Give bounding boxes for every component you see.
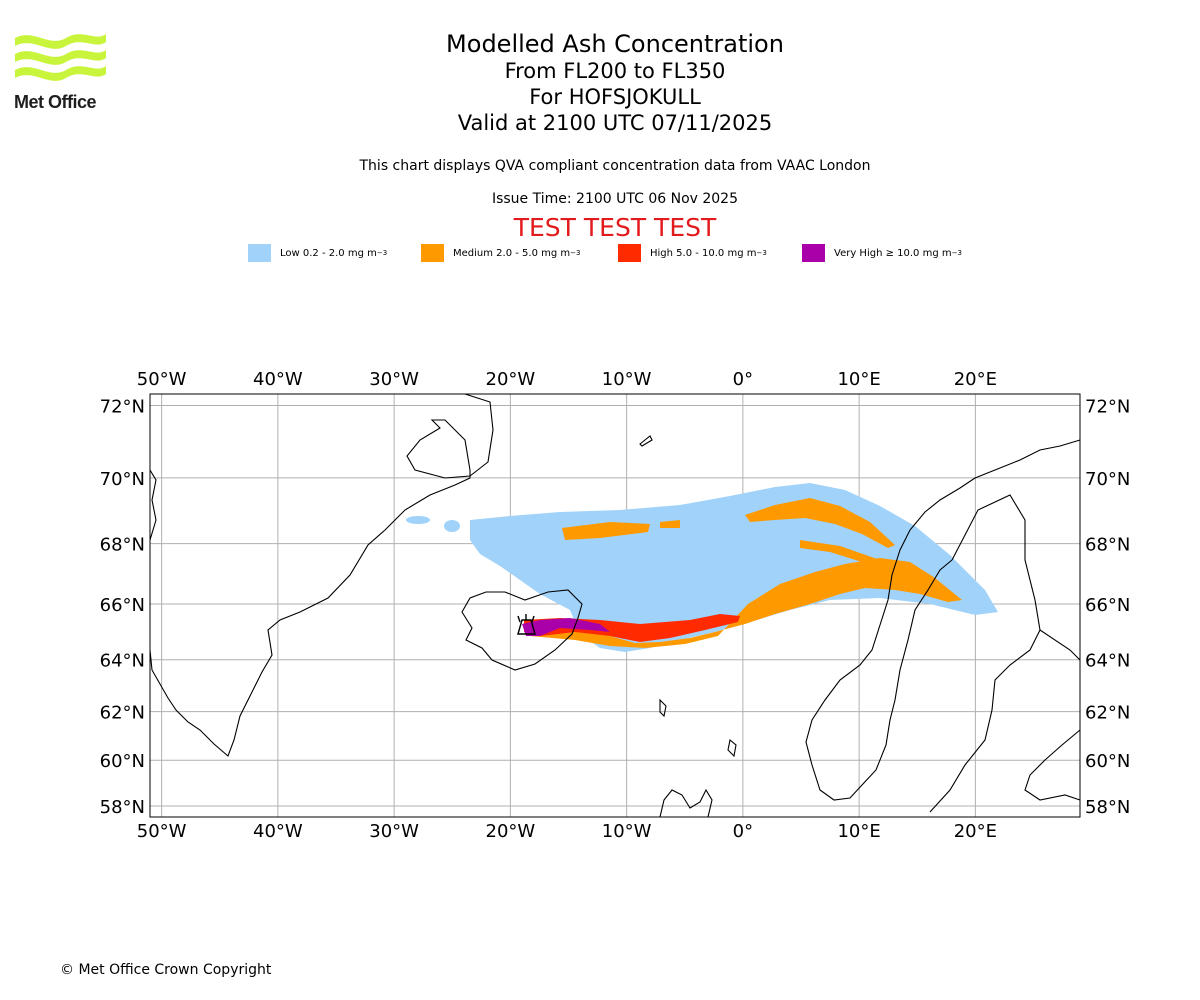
copyright-notice: © Met Office Crown Copyright — [60, 962, 272, 978]
legend-label-low: Low 0.2 - 2.0 mg m — [280, 247, 377, 259]
lon-tick-label-top: 40°W — [253, 369, 303, 390]
legend-item-very-high: Very High ≥ 10.0 mg m −3 — [802, 244, 962, 262]
lon-tick-label-top: 10°W — [602, 369, 652, 390]
lat-tick-label-left: 64°N — [100, 651, 145, 672]
volcano-marker — [517, 614, 536, 635]
met-office-wordmark: Met Office — [14, 92, 97, 112]
greenland-east-coast — [149, 469, 157, 541]
scotland-coast — [659, 788, 713, 818]
lat-tick-label-right: 60°N — [1085, 751, 1130, 772]
lat-tick-label-right: 62°N — [1085, 703, 1130, 724]
lon-tick-label-top: 0° — [733, 369, 753, 390]
chart-title: Modelled Ash Concentration From FL200 to… — [315, 30, 915, 136]
faroe-islands — [659, 698, 667, 718]
lon-tick-label-top: 10°E — [837, 369, 880, 390]
met-office-logo: Met Office — [14, 30, 109, 112]
map-frame — [149, 393, 1081, 818]
ash-concentration-map: 50°W 50°W 40°W 40°W 30°W 30°W 20°W 20°W 10°W 10°W… — [100, 369, 1131, 842]
lon-tick-label-top: 20°E — [954, 369, 997, 390]
lon-tick-label-bottom: 20°W — [486, 821, 536, 842]
coastlines — [149, 393, 1081, 818]
legend-unit-exponent: −3 — [376, 249, 388, 257]
legend-label-very-high: Very High ≥ 10.0 mg m — [834, 247, 952, 259]
title-line-1: Modelled Ash Concentration — [446, 30, 784, 58]
finland-coast — [1039, 629, 1081, 661]
legend-swatch-medium — [421, 244, 444, 262]
legend: Low 0.2 - 2.0 mg m −3 Medium 2.0 - 5.0 mg… — [0, 244, 1200, 264]
lat-tick-label-left: 66°N — [100, 595, 145, 616]
iceland-coast — [461, 589, 583, 671]
legend-label-high: High 5.0 - 10.0 mg m — [650, 247, 757, 259]
jan-mayen — [639, 435, 653, 447]
norway-coast — [805, 439, 1081, 801]
lon-tick-label-bottom: 50°W — [137, 821, 187, 842]
lat-tick-label-left: 68°N — [100, 535, 145, 556]
legend-item-high: High 5.0 - 10.0 mg m −3 — [618, 244, 767, 262]
lon-tick-label-bottom: 0° — [733, 821, 753, 842]
ash-layer-medium — [530, 498, 962, 648]
lat-tick-label-left: 72°N — [100, 397, 145, 418]
lon-tick-label-bottom: 20°E — [954, 821, 997, 842]
lat-tick-label-right: 58°N — [1085, 797, 1130, 818]
lon-tick-label-bottom: 40°W — [253, 821, 303, 842]
axis-labels: 50°W 50°W 40°W 40°W 30°W 30°W 20°W 20°W 10°W 10°W… — [100, 369, 1131, 842]
lat-tick-label-right: 66°N — [1085, 595, 1130, 616]
legend-swatch-very-high — [802, 244, 825, 262]
greenland-coast — [149, 393, 494, 757]
issue-time: Issue Time: 2100 UTC 06 Nov 2025 — [491, 191, 739, 207]
title-line-3: For HOFSJOKULL — [529, 85, 701, 109]
lat-tick-label-right: 70°N — [1085, 469, 1130, 490]
lon-tick-label-top: 20°W — [486, 369, 536, 390]
sweden-border — [929, 494, 1041, 813]
shetland-islands — [727, 738, 737, 758]
legend-swatch-low — [248, 244, 271, 262]
legend-unit-exponent: −3 — [756, 249, 767, 257]
title-line-4: Valid at 2100 UTC 07/11/2025 — [457, 111, 773, 135]
lon-tick-label-bottom: 30°W — [369, 821, 419, 842]
ash-layer-very-high — [522, 618, 610, 636]
legend-swatch-high — [618, 244, 641, 262]
legend-unit-exponent: −3 — [951, 249, 962, 257]
lat-tick-label-right: 68°N — [1085, 535, 1130, 556]
lat-tick-label-right: 72°N — [1085, 397, 1130, 418]
baltic-coast — [1024, 729, 1081, 801]
met-office-waves-icon — [15, 34, 106, 81]
lon-tick-label-top: 50°W — [137, 369, 187, 390]
legend-label-medium: Medium 2.0 - 5.0 mg m — [453, 247, 571, 259]
legend-unit-exponent: −3 — [570, 249, 581, 257]
legend-item-low: Low 0.2 - 2.0 mg m −3 — [248, 244, 387, 262]
legend-item-medium: Medium 2.0 - 5.0 mg m −3 — [421, 244, 580, 262]
lat-tick-label-left: 62°N — [100, 703, 145, 724]
subtitle: This chart displays QVA compliant concen… — [359, 158, 871, 174]
lon-tick-label-top: 30°W — [369, 369, 419, 390]
title-line-2: From FL200 to FL350 — [504, 59, 726, 83]
lat-tick-label-right: 64°N — [1085, 651, 1130, 672]
lat-tick-label-left: 58°N — [100, 797, 145, 818]
lat-tick-label-left: 70°N — [100, 469, 145, 490]
lon-tick-label-bottom: 10°W — [602, 821, 652, 842]
lon-tick-label-bottom: 10°E — [837, 821, 880, 842]
test-banner: TEST TEST TEST — [513, 213, 717, 242]
lat-tick-label-left: 60°N — [100, 751, 145, 772]
